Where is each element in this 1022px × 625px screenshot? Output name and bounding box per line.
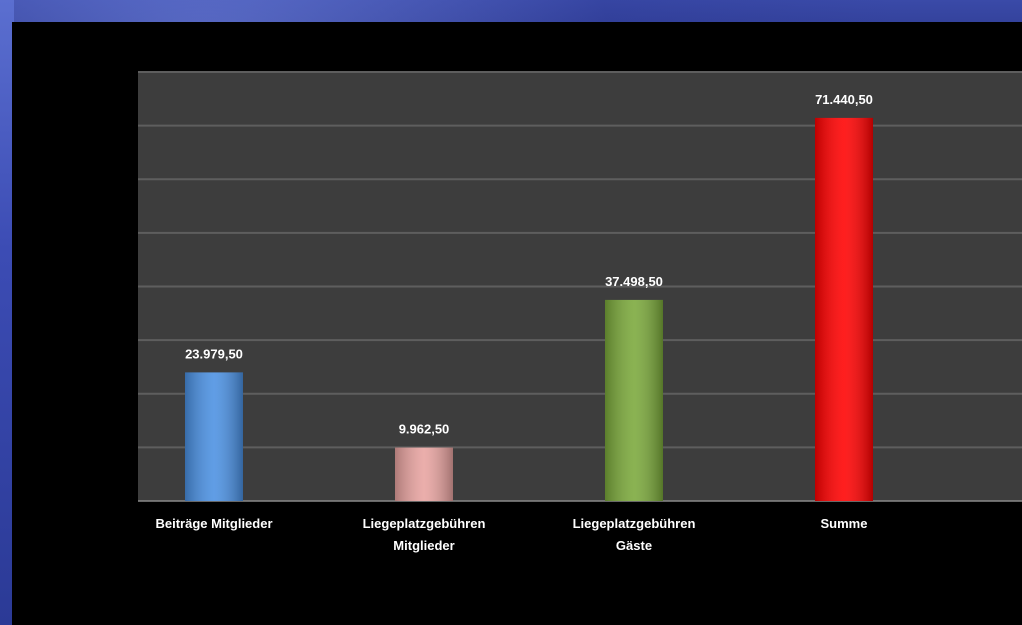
chart-frame: 23.979,50 Beiträge Mitglieder 9.962,50 Lieg…: [12, 22, 1022, 625]
bar-shading: [815, 117, 873, 501]
category-label: Summe: [821, 516, 868, 531]
data-label: 71.440,50: [815, 92, 873, 107]
data-label: 23.979,50: [185, 346, 243, 361]
data-label: 9.962,50: [399, 422, 450, 437]
category-label: Liegeplatzgebühren: [363, 516, 486, 531]
labels: 23.979,50 Beiträge Mitglieder 9.962,50 Lieg…: [155, 92, 872, 553]
category-label: Beiträge Mitglieder: [155, 516, 272, 531]
bars: [185, 117, 873, 501]
bar-shading: [395, 447, 453, 501]
slide-left-edge: [0, 0, 14, 625]
data-label: 37.498,50: [605, 274, 663, 289]
category-label: Gäste: [616, 538, 652, 553]
bar-shading: [185, 372, 243, 501]
bar-chart: 23.979,50 Beiträge Mitglieder 9.962,50 Lieg…: [138, 71, 1022, 553]
category-label: Mitglieder: [393, 538, 454, 553]
gridlines: [138, 71, 1022, 449]
category-label: Liegeplatzgebühren: [573, 516, 696, 531]
bar-shading: [605, 299, 663, 501]
